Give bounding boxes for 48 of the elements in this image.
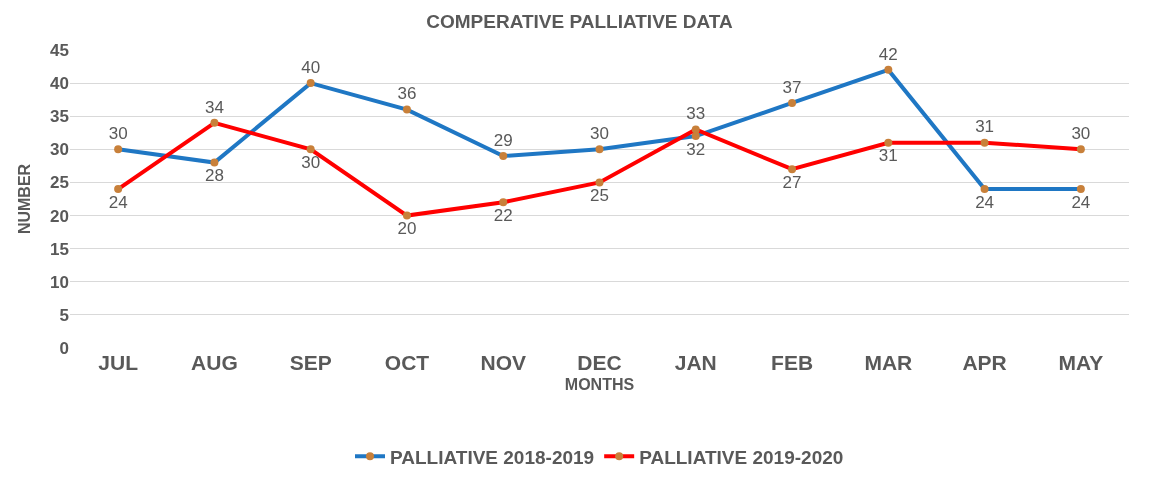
y-tick-label: 30 <box>50 140 69 160</box>
data-label: 20 <box>397 219 417 239</box>
legend-label: PALLIATIVE 2019-2020 <box>639 446 844 468</box>
x-tick-label: MAY <box>1058 351 1104 374</box>
data-label: 27 <box>782 172 802 192</box>
data-label: 36 <box>397 84 417 104</box>
y-tick-label: 40 <box>50 74 69 94</box>
y-tick-label: 45 <box>50 40 69 60</box>
x-tick-label: AUG <box>191 351 238 374</box>
data-label: 37 <box>782 77 802 97</box>
y-tick-label: 35 <box>50 107 69 127</box>
y-tick-label: 5 <box>59 305 69 325</box>
y-tick-label: 20 <box>50 206 69 226</box>
x-tick-label: FEB <box>771 351 814 374</box>
data-label: 42 <box>878 44 898 64</box>
data-label: 33 <box>686 104 706 124</box>
x-tick-label: JUL <box>98 351 139 374</box>
x-tick-label: SEP <box>289 351 332 374</box>
x-axis-title: MONTHS <box>564 375 635 393</box>
x-tick-label: DEC <box>577 351 622 374</box>
x-tick-label: NOV <box>480 351 526 374</box>
data-label: 28 <box>204 166 224 186</box>
data-label: 25 <box>590 186 609 206</box>
data-label: 30 <box>590 124 609 144</box>
chart-title: COMPERATIVE PALLIATIVE DATA <box>426 10 733 32</box>
data-label: 31 <box>878 146 898 166</box>
data-label: 34 <box>204 97 224 117</box>
data-label: 22 <box>493 206 513 226</box>
x-tick-label: OCT <box>384 351 430 374</box>
data-label: 24 <box>975 192 995 212</box>
data-label: 40 <box>301 57 321 77</box>
y-tick-label: 10 <box>50 272 69 292</box>
legend-label: PALLIATIVE 2018-2019 <box>390 446 595 468</box>
data-label: 30 <box>108 124 128 144</box>
data-label: 31 <box>975 117 995 137</box>
x-tick-label: APR <box>962 351 1007 374</box>
data-label: 32 <box>686 139 706 159</box>
data-label: 29 <box>493 130 513 150</box>
data-label: 24 <box>1071 192 1091 212</box>
x-tick-label: MAR <box>864 351 913 374</box>
data-label: 24 <box>108 192 128 212</box>
y-axis-title: NUMBER <box>15 163 33 235</box>
y-tick-label: 15 <box>50 239 69 259</box>
y-tick-label: 0 <box>59 338 69 358</box>
data-label: 30 <box>1071 124 1091 144</box>
y-tick-label: 25 <box>50 173 69 193</box>
x-tick-label: JAN <box>674 351 717 374</box>
data-label: 30 <box>301 153 321 173</box>
